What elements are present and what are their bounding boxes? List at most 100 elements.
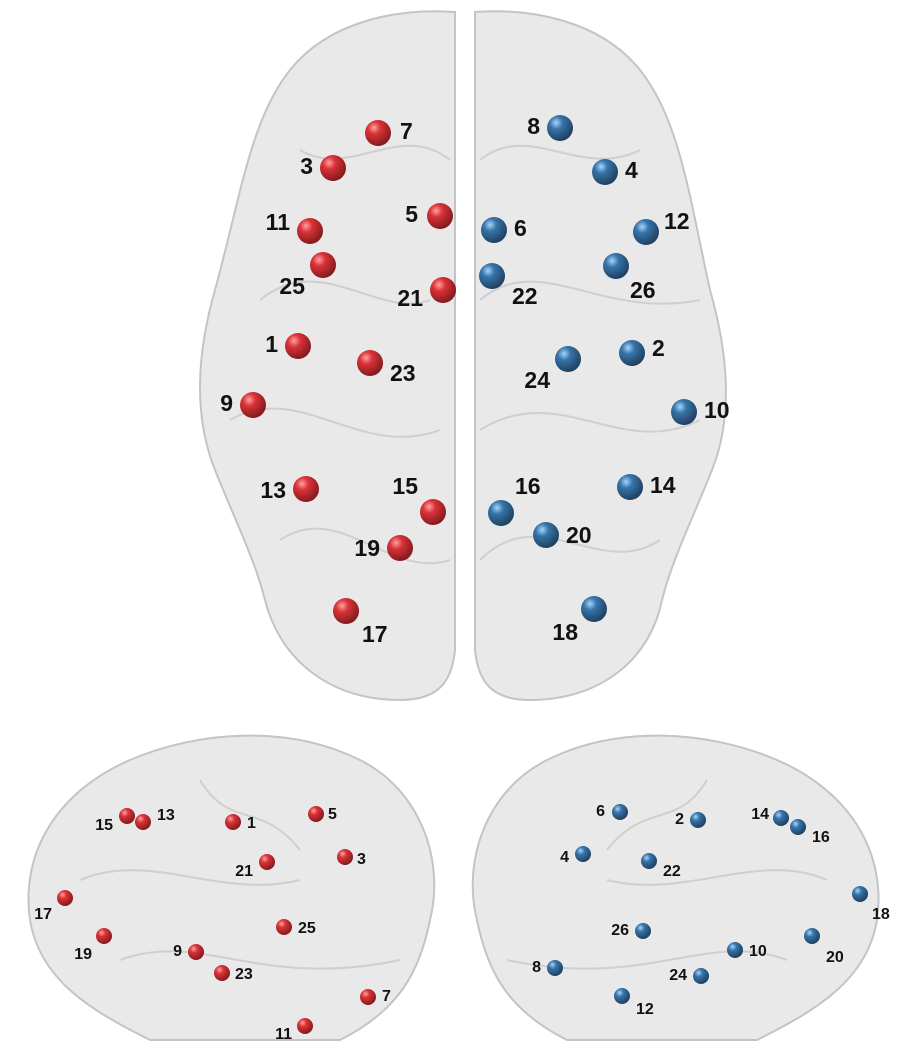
node	[804, 928, 820, 944]
node	[641, 853, 657, 869]
node-label: 24	[524, 367, 550, 393]
brain-outlines	[27, 10, 880, 1041]
node	[259, 854, 275, 870]
node-label: 11	[266, 209, 291, 235]
node	[617, 474, 643, 500]
node	[276, 919, 292, 935]
node-label: 21	[235, 863, 253, 880]
node	[612, 804, 628, 820]
node	[333, 598, 359, 624]
node-label: 14	[751, 806, 769, 823]
node-label: 16	[515, 473, 541, 499]
node	[420, 499, 446, 525]
node-label: 22	[512, 283, 538, 309]
node	[297, 218, 323, 244]
node	[592, 159, 618, 185]
node	[547, 115, 573, 141]
fold	[479, 144, 701, 561]
node-label: 6	[514, 215, 527, 241]
node-label: 13	[157, 807, 175, 824]
node-label: 8	[527, 113, 540, 139]
node-label: 15	[95, 817, 113, 834]
node	[135, 814, 151, 830]
node	[357, 350, 383, 376]
node	[365, 120, 391, 146]
node	[575, 846, 591, 862]
node-label: 19	[74, 946, 92, 963]
node-label: 24	[669, 967, 687, 984]
node	[603, 253, 629, 279]
node-label: 21	[397, 285, 423, 311]
node	[488, 500, 514, 526]
node	[671, 399, 697, 425]
node	[852, 886, 868, 902]
node	[310, 252, 336, 278]
node	[297, 1018, 313, 1034]
fold	[79, 779, 401, 970]
node-label: 4	[560, 849, 569, 866]
node-label: 18	[872, 906, 890, 923]
node	[481, 217, 507, 243]
node-label: 17	[362, 621, 388, 647]
node	[240, 392, 266, 418]
node-label: 10	[749, 943, 767, 960]
right-lateral-brain	[471, 734, 880, 1041]
node-label: 14	[650, 472, 676, 498]
node	[337, 849, 353, 865]
node-label: 7	[382, 988, 391, 1005]
node	[285, 333, 311, 359]
node	[119, 808, 135, 824]
node	[619, 340, 645, 366]
node-label: 22	[663, 863, 681, 880]
node	[479, 263, 505, 289]
node-label: 3	[300, 153, 313, 179]
node-label: 2	[652, 335, 665, 361]
node-label: 5	[328, 806, 337, 823]
node-label: 7	[400, 118, 413, 144]
node	[581, 596, 607, 622]
node-label: 10	[704, 397, 730, 423]
node-label: 4	[625, 157, 638, 183]
node-label: 20	[826, 949, 844, 966]
node-label: 16	[812, 829, 830, 846]
node-label: 15	[392, 473, 418, 499]
node-label: 23	[235, 966, 253, 983]
node	[555, 346, 581, 372]
node-label: 1	[247, 815, 256, 832]
node	[635, 923, 651, 939]
node-label: 6	[596, 803, 605, 820]
node-label: 3	[357, 851, 366, 868]
right-hemisphere	[474, 10, 727, 702]
node	[188, 944, 204, 960]
node-label: 8	[532, 959, 541, 976]
node-label: 5	[405, 201, 418, 227]
node-label: 26	[630, 277, 656, 303]
node	[293, 476, 319, 502]
node	[693, 968, 709, 984]
node-label: 26	[611, 922, 629, 939]
node	[225, 814, 241, 830]
node-label: 13	[260, 477, 286, 503]
node-label: 12	[636, 1001, 654, 1018]
node	[727, 942, 743, 958]
node	[214, 965, 230, 981]
node	[387, 535, 413, 561]
node	[690, 812, 706, 828]
node-label: 23	[390, 360, 416, 386]
node	[633, 219, 659, 245]
node-label: 20	[566, 522, 592, 548]
node	[308, 806, 324, 822]
node-label: 9	[173, 943, 182, 960]
node	[533, 522, 559, 548]
node	[547, 960, 563, 976]
node-label: 11	[275, 1026, 292, 1043]
node	[427, 203, 453, 229]
node-label: 25	[279, 273, 305, 299]
node	[320, 155, 346, 181]
left-hemisphere	[199, 10, 456, 702]
node-label: 1	[265, 331, 278, 357]
node	[57, 890, 73, 906]
node	[614, 988, 630, 1004]
node-label: 25	[298, 920, 316, 937]
